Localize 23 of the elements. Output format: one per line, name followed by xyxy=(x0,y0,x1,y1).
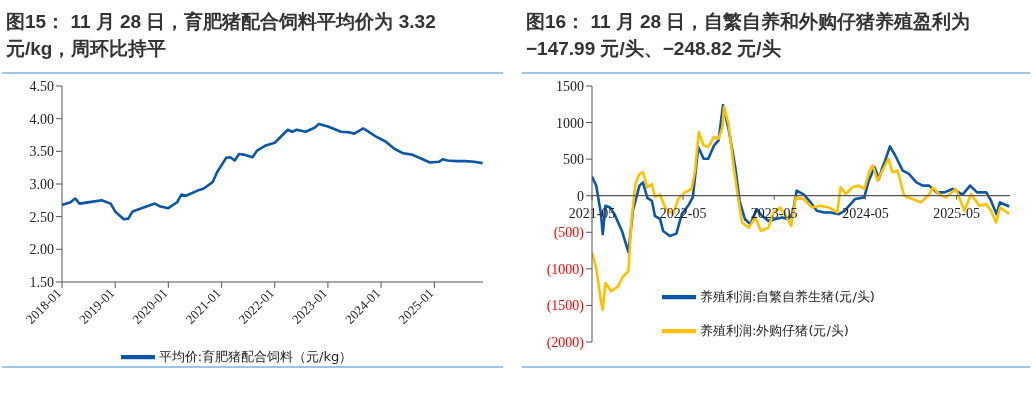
y-tick-label: 500 xyxy=(563,152,584,168)
y-tick-label: 3.50 xyxy=(29,144,54,160)
chart-title: 图15： 11 月 28 日，育肥猪配合饲料平均价为 3.32 元/kg，周环比持平 xyxy=(6,10,437,61)
legend-label: 养殖利润:自繁自养生猪(元/头) xyxy=(700,289,875,305)
line-series xyxy=(62,122,483,221)
y-tick-label: (1000) xyxy=(546,261,585,278)
y-tick-label: 2.00 xyxy=(29,242,54,258)
legend-label: 养殖利润:外购仔猪(元/头) xyxy=(700,323,849,339)
y-tick-label: (500) xyxy=(553,225,585,242)
y-tick-label: 1000 xyxy=(556,115,584,131)
y-tick-label: 3.00 xyxy=(29,177,54,192)
y-tick-label: 2.50 xyxy=(29,209,54,225)
y-tick-label: (1500) xyxy=(546,298,585,315)
y-tick-label: 1500 xyxy=(556,79,584,94)
chart-title: 图16： 11 月 28 日，自繁自养和外购仔猪养殖盈利为−147.99 元/头、−248.82 元/头 xyxy=(526,10,972,61)
y-tick-label: (2000) xyxy=(546,335,585,351)
y-tick-label: 1.50 xyxy=(29,275,54,290)
y-tick-label: 0 xyxy=(577,188,584,204)
legend-label: 平均价:育肥猪配合饲料（元/kg） xyxy=(158,349,353,365)
y-tick-label: 4.50 xyxy=(29,79,54,94)
x-tick-label: 2025-05 xyxy=(933,205,980,221)
x-tick-label: 2024-05 xyxy=(842,205,889,221)
y-tick-label: 4.00 xyxy=(29,111,54,127)
